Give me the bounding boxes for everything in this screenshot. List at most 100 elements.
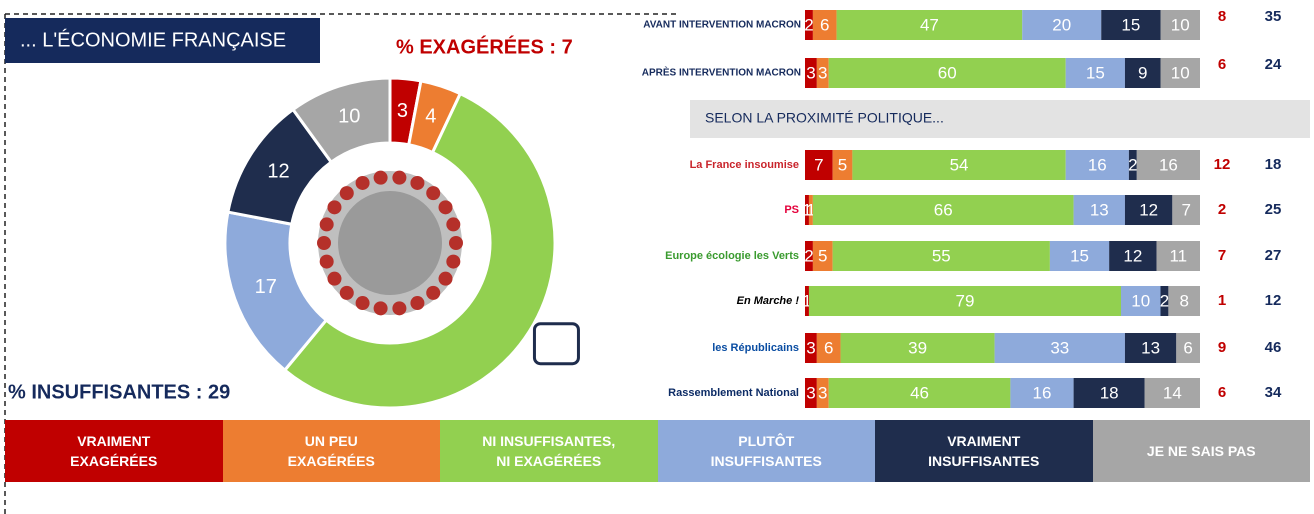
virus-spike bbox=[449, 236, 463, 250]
virus-spike bbox=[356, 176, 370, 190]
data-label: 46 bbox=[910, 383, 929, 402]
total-insufficient: 46 bbox=[1265, 339, 1282, 356]
category-label: Rassemblement National bbox=[668, 387, 799, 399]
category-label: La France insoumise bbox=[690, 159, 799, 171]
data-label: 12 bbox=[1123, 246, 1142, 265]
data-label: 6 bbox=[820, 15, 829, 34]
data-label: 33 bbox=[1050, 338, 1069, 357]
virus-spike bbox=[327, 272, 341, 286]
data-label: 39 bbox=[908, 338, 927, 357]
data-label: 10 bbox=[1171, 63, 1190, 82]
data-label: 3 bbox=[818, 63, 827, 82]
data-label: 9 bbox=[1138, 63, 1147, 82]
data-label: 16 bbox=[1159, 155, 1178, 174]
data-label: 2 bbox=[1128, 155, 1137, 174]
data-label: 5 bbox=[838, 155, 847, 174]
data-label: 66 bbox=[934, 200, 953, 219]
data-label: 4 bbox=[425, 106, 436, 128]
data-label: 7 bbox=[814, 155, 823, 174]
category-label: En Marche ! bbox=[737, 295, 800, 307]
slide: ... L'ÉCONOMIE FRANÇAISE % EXAGÉRÉES : 7… bbox=[0, 0, 1314, 514]
data-label: 16 bbox=[1033, 383, 1052, 402]
data-label: 10 bbox=[1131, 291, 1150, 310]
total-insufficient: 34 bbox=[1265, 384, 1282, 401]
data-label: 16 bbox=[1088, 155, 1107, 174]
total-exaggerated: 1 bbox=[1218, 292, 1226, 309]
total-insufficient: 12 bbox=[1265, 292, 1282, 309]
virus-spike bbox=[317, 236, 331, 250]
data-label: 12 bbox=[267, 161, 289, 183]
total-insufficient: 18 bbox=[1265, 156, 1282, 173]
data-label: 55 bbox=[932, 246, 951, 265]
virus-spike bbox=[327, 200, 341, 214]
data-label: 60 bbox=[938, 63, 957, 82]
data-label: 3 bbox=[806, 338, 815, 357]
virus-spike bbox=[320, 255, 334, 269]
legend-item: VRAIMENT EXAGÉRÉES bbox=[5, 420, 223, 482]
data-label: 10 bbox=[338, 106, 360, 128]
data-label: 2 bbox=[804, 15, 813, 34]
data-label: 3 bbox=[806, 63, 815, 82]
data-label: 3 bbox=[818, 383, 827, 402]
category-label: les Républicains bbox=[712, 342, 799, 354]
virus-spike bbox=[446, 255, 460, 269]
annotation: % INSUFFISANTES : 29 bbox=[8, 381, 230, 403]
data-label: 7 bbox=[1181, 200, 1190, 219]
category-label: APRÈS INTERVENTION MACRON bbox=[642, 66, 801, 79]
category-label: Europe écologie les Verts bbox=[665, 250, 799, 262]
data-label: 20 bbox=[1052, 15, 1071, 34]
virus-spike bbox=[356, 296, 370, 310]
virus bbox=[318, 171, 462, 315]
total-exaggerated: 8 bbox=[1218, 8, 1226, 25]
virus-spike bbox=[340, 186, 354, 200]
virus-spike bbox=[392, 301, 406, 315]
total-exaggerated: 2 bbox=[1218, 201, 1226, 218]
virus-spike bbox=[439, 272, 453, 286]
data-label: 15 bbox=[1086, 63, 1105, 82]
total-insufficient: 27 bbox=[1265, 247, 1282, 264]
data-label: 18 bbox=[1100, 383, 1119, 402]
total-exaggerated: 6 bbox=[1218, 384, 1226, 401]
virus-spike bbox=[410, 296, 424, 310]
data-label: 3 bbox=[806, 383, 815, 402]
legend-item: UN PEU EXAGÉRÉES bbox=[223, 420, 441, 482]
data-label: 79 bbox=[956, 291, 975, 310]
virus-spike bbox=[374, 301, 388, 315]
data-label: 10 bbox=[1171, 15, 1190, 34]
virus-spike bbox=[340, 286, 354, 300]
data-label: 2 bbox=[1160, 291, 1169, 310]
data-label: 47 bbox=[920, 15, 939, 34]
data-label: 13 bbox=[1090, 200, 1109, 219]
total-exaggerated: 9 bbox=[1218, 339, 1226, 356]
virus-spike bbox=[426, 286, 440, 300]
data-label: 3 bbox=[397, 100, 408, 122]
chart-title: ... L'ÉCONOMIE FRANÇAISE bbox=[20, 28, 286, 51]
data-label: 17 bbox=[255, 276, 277, 298]
data-label: 12 bbox=[1139, 200, 1158, 219]
virus-spike bbox=[392, 171, 406, 185]
virus-spike bbox=[439, 200, 453, 214]
data-label: 15 bbox=[1070, 246, 1089, 265]
virus-spike bbox=[446, 217, 460, 231]
virus-spike bbox=[410, 176, 424, 190]
legend-item: NI INSUFFISANTES, NI EXAGÉRÉES bbox=[440, 420, 658, 482]
data-label: 6 bbox=[1183, 338, 1192, 357]
data-label: 8 bbox=[1179, 291, 1188, 310]
data-label: 2 bbox=[804, 246, 813, 265]
data-label: 54 bbox=[545, 332, 567, 354]
data-label: 54 bbox=[950, 155, 969, 174]
subtitle: SELON LA PROXIMITÉ POLITIQUE... bbox=[705, 110, 944, 126]
total-insufficient: 25 bbox=[1265, 201, 1282, 218]
legend-item: PLUTÔT INSUFFISANTES bbox=[658, 420, 876, 482]
legend-item: VRAIMENT INSUFFISANTES bbox=[875, 420, 1093, 482]
data-label: 6 bbox=[824, 338, 833, 357]
virus-spike bbox=[320, 217, 334, 231]
data-label: 14 bbox=[1163, 383, 1182, 402]
total-exaggerated: 6 bbox=[1218, 56, 1226, 73]
virus-spike bbox=[426, 186, 440, 200]
total-insufficient: 35 bbox=[1265, 8, 1282, 25]
data-label: 13 bbox=[1141, 338, 1160, 357]
legend-item: JE NE SAIS PAS bbox=[1093, 420, 1311, 482]
data-label: 5 bbox=[818, 246, 827, 265]
annotation: % EXAGÉRÉES : 7 bbox=[396, 35, 573, 58]
